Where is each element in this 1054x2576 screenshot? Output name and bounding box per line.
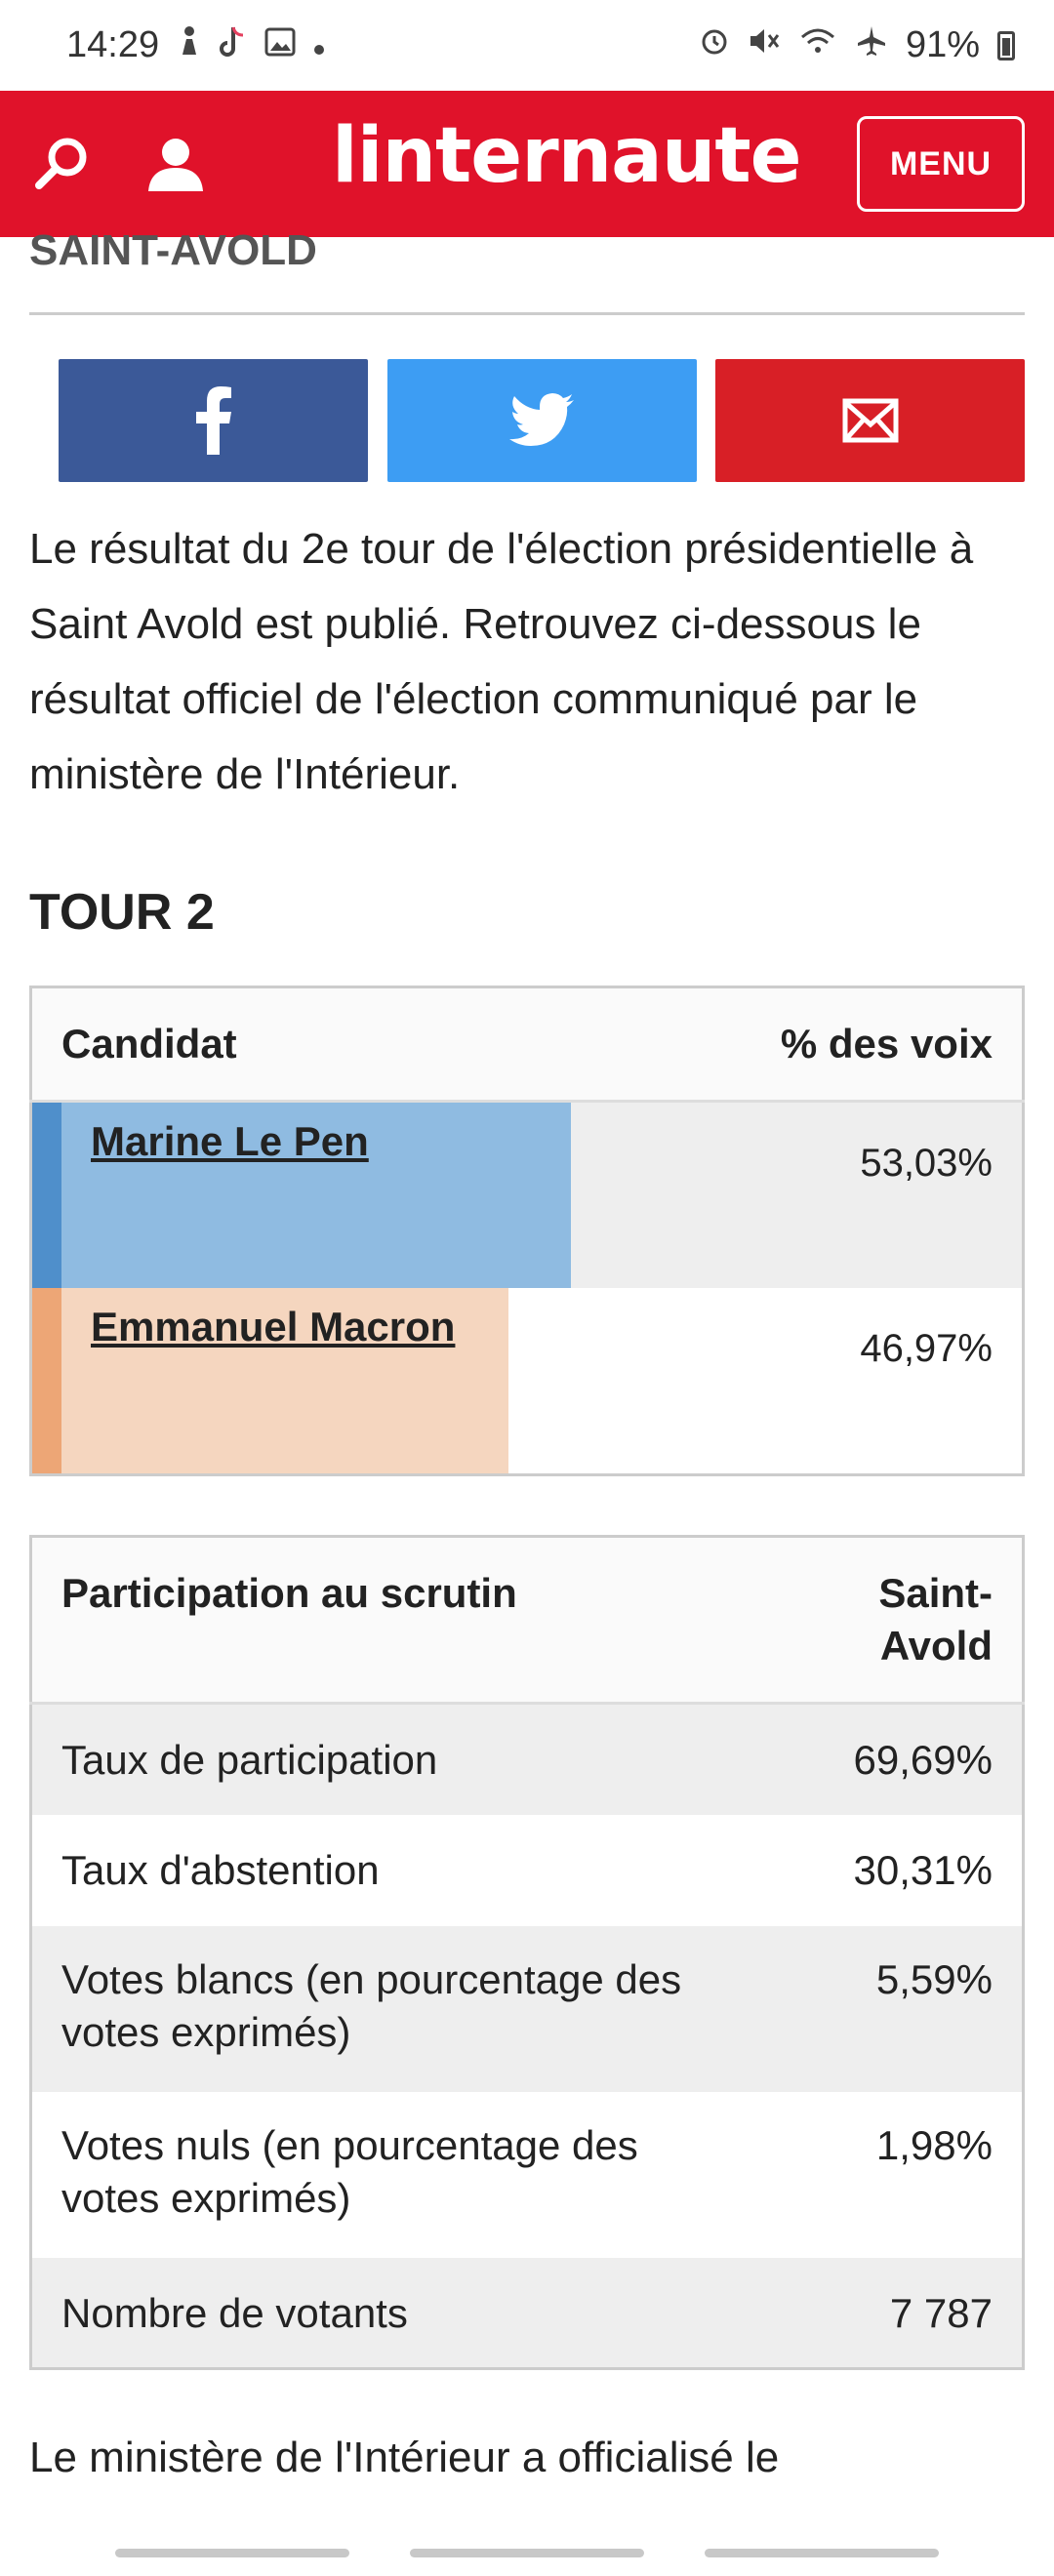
- results-table: Candidat % des voix Marine Le Pen 53,03%: [29, 986, 1025, 1476]
- table-row: Marine Le Pen 53,03%: [30, 1101, 1024, 1288]
- user-icon: [148, 139, 203, 191]
- menu-button[interactable]: MENU: [857, 116, 1025, 212]
- result-bar-fill: [61, 1288, 508, 1473]
- wifi-icon: [798, 24, 837, 66]
- tour-title: TOUR 2: [29, 884, 215, 941]
- col-place: Saint-Avold: [824, 1536, 1024, 1705]
- nav-back-button[interactable]: [705, 2549, 939, 2557]
- participation-value: 5,59%: [824, 1925, 1024, 2092]
- table-row: Emmanuel Macron 46,97%: [30, 1288, 1024, 1475]
- battery-icon: [997, 30, 1015, 60]
- divider: [29, 312, 1025, 315]
- candidate-pct: 53,03%: [715, 1101, 1024, 1288]
- participation-label: Taux de participation: [30, 1703, 825, 1815]
- candidate-link[interactable]: Marine Le Pen: [91, 1118, 369, 1164]
- candidate-cell: Emmanuel Macron: [30, 1288, 715, 1475]
- participation-value: 1,98%: [824, 2091, 1024, 2258]
- participation-header-row: Participation au scrutin Saint-Avold: [30, 1536, 1024, 1705]
- table-row: Votes nuls (en pourcentage des votes exp…: [30, 2091, 1024, 2258]
- share-facebook-button[interactable]: [59, 359, 368, 482]
- result-bar: [32, 1103, 571, 1288]
- col-candidate: Candidat: [30, 986, 715, 1103]
- table-row: Taux d'abstention 30,31%: [30, 1814, 1024, 1926]
- col-votes: % des voix: [715, 986, 1024, 1103]
- status-bar: 14:29 91%: [0, 0, 1054, 91]
- result-bar-fill: [61, 1103, 571, 1288]
- table-row: Votes blancs (en pourcentage des votes e…: [30, 1925, 1024, 2092]
- tiktok-icon: [220, 25, 247, 66]
- share-twitter-button[interactable]: [386, 359, 697, 482]
- alarm-icon: [699, 24, 730, 66]
- participation-label: Votes nuls (en pourcentage des votes exp…: [30, 2091, 825, 2258]
- facebook-icon: [195, 386, 231, 455]
- results-header-row: Candidat % des voix: [30, 986, 1024, 1103]
- participation-table: Participation au scrutin Saint-Avold Tau…: [29, 1535, 1025, 2370]
- col-participation: Participation au scrutin: [30, 1536, 825, 1705]
- status-time: 14:29: [66, 24, 160, 65]
- share-buttons: [29, 359, 1025, 482]
- twitter-icon: [509, 393, 574, 446]
- app-header: linternaute MENU: [0, 91, 1054, 237]
- candidate-cell: Marine Le Pen: [30, 1101, 715, 1288]
- dot-icon: [313, 27, 325, 63]
- result-bar-strip: [32, 1103, 61, 1288]
- participation-value: 7 787: [824, 2257, 1024, 2369]
- nav-home-button[interactable]: [410, 2549, 644, 2557]
- outro-paragraph: Le ministère de l'Intérieur a officialis…: [29, 2434, 780, 2481]
- participation-label: Nombre de votants: [30, 2257, 825, 2369]
- table-row: Taux de participation 69,69%: [30, 1703, 1024, 1815]
- search-button[interactable]: [18, 120, 105, 208]
- email-icon: [842, 398, 898, 443]
- airplane-icon: [855, 24, 888, 67]
- table-row: Nombre de votants 7 787: [30, 2257, 1024, 2369]
- account-button[interactable]: [132, 120, 220, 208]
- participation-label: Taux d'abstention: [30, 1814, 825, 1926]
- battery-percent: 91%: [905, 24, 980, 65]
- site-logo[interactable]: linternaute: [332, 112, 802, 200]
- mute-icon: [748, 24, 781, 66]
- steps-icon: [177, 25, 202, 66]
- candidate-link[interactable]: Emmanuel Macron: [91, 1304, 456, 1349]
- participation-value: 69,69%: [824, 1703, 1024, 1815]
- article-content: SAINT-AVOLD Le résultat du 2e tour de l'…: [29, 226, 1025, 2487]
- status-right: 91%: [699, 24, 1015, 67]
- share-email-button[interactable]: [715, 359, 1025, 482]
- nav-recents-button[interactable]: [115, 2549, 349, 2557]
- section-heading: SAINT-AVOLD: [29, 226, 317, 274]
- image-icon: [264, 27, 296, 64]
- candidate-pct: 46,97%: [715, 1288, 1024, 1475]
- intro-paragraph: Le résultat du 2e tour de l'élection pré…: [29, 525, 974, 798]
- participation-label: Votes blancs (en pourcentage des votes e…: [30, 1925, 825, 2092]
- result-bar-strip: [32, 1288, 61, 1473]
- status-left: 14:29: [66, 24, 325, 66]
- system-nav-bar: [0, 2535, 1054, 2576]
- participation-value: 30,31%: [824, 1814, 1024, 1926]
- result-bar: [32, 1288, 508, 1473]
- search-icon: [35, 138, 87, 189]
